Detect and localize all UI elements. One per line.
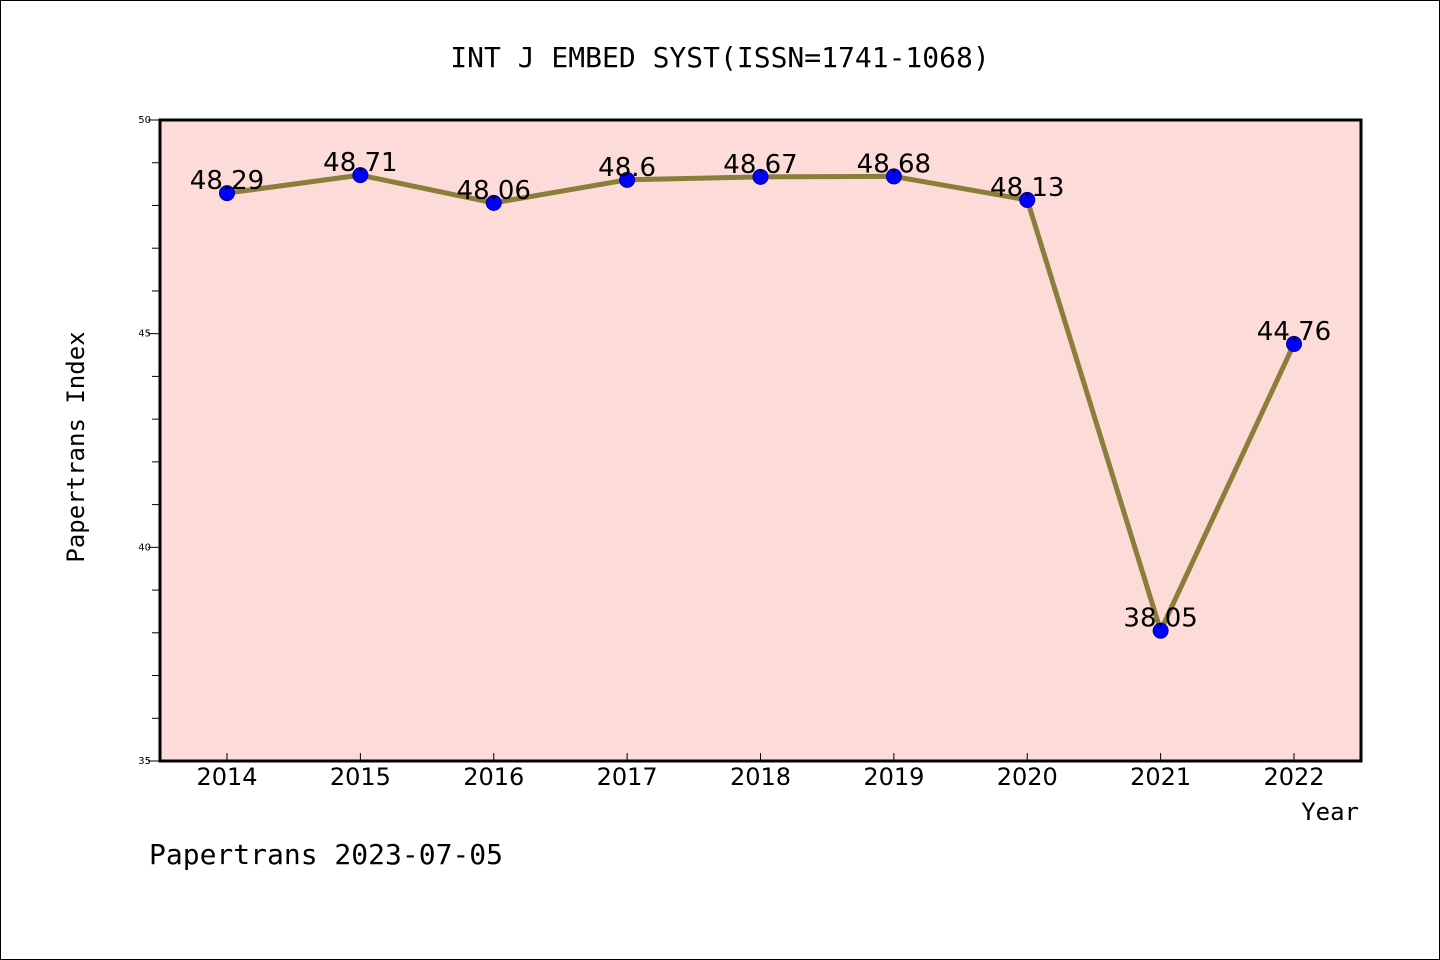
- x-tick-label: 2022: [1263, 763, 1324, 791]
- data-point-marker: [885, 168, 902, 185]
- data-point-marker: [1286, 335, 1302, 352]
- data-label: 48.71: [323, 148, 397, 178]
- data-label: 38.05: [1123, 604, 1197, 634]
- data-point-marker: [485, 194, 502, 211]
- data-point-marker: [752, 168, 769, 185]
- y-tick-label: 45: [138, 329, 151, 340]
- y-axis: 35 40 45 50: [138, 115, 160, 767]
- x-axis: 2014 2015 2016 2017 2018 2019 2020 2021 2022: [196, 753, 1325, 791]
- x-tick-label: 2017: [597, 763, 658, 791]
- y-tick-label: 50: [138, 115, 151, 126]
- x-tick-label: 2014: [196, 763, 257, 791]
- footer-credit: Papertrans 2023-07-05: [149, 838, 503, 871]
- data-point-marker: [1019, 191, 1036, 208]
- data-label: 48.29: [190, 166, 264, 196]
- marker-group: [219, 167, 1302, 639]
- data-point-marker: [1152, 622, 1169, 639]
- data-label: 44.76: [1257, 317, 1331, 347]
- x-tick-label: 2018: [730, 763, 791, 791]
- chart-title: INT J EMBED SYST(ISSN=1741-1068): [450, 41, 989, 74]
- x-tick-label: 2015: [330, 763, 391, 791]
- data-point-marker: [352, 167, 369, 184]
- x-tick-label: 2019: [863, 763, 924, 791]
- data-point-marker: [619, 171, 636, 188]
- plot-border: [158, 118, 1363, 763]
- data-label-group: 48.29 48.71 48.06 48.6 48.67 48.68 48.13 38.05 4…: [190, 148, 1331, 634]
- data-label: 48.06: [457, 176, 531, 206]
- data-label: 48.68: [857, 149, 931, 179]
- x-axis-title: Year: [1301, 798, 1359, 826]
- data-label: 48.13: [990, 173, 1064, 203]
- plot-area: [160, 120, 1361, 761]
- x-tick-label: 2021: [1130, 763, 1191, 791]
- x-tick-label: 2016: [463, 763, 524, 791]
- data-point-marker: [219, 185, 235, 202]
- data-label: 48.6: [598, 153, 656, 183]
- x-tick-label: 2020: [997, 763, 1058, 791]
- data-label: 48.67: [723, 150, 797, 180]
- y-axis-title: Papertrans Index: [62, 331, 90, 562]
- y-tick-label: 35: [138, 756, 151, 767]
- y-tick-label: 40: [138, 542, 151, 553]
